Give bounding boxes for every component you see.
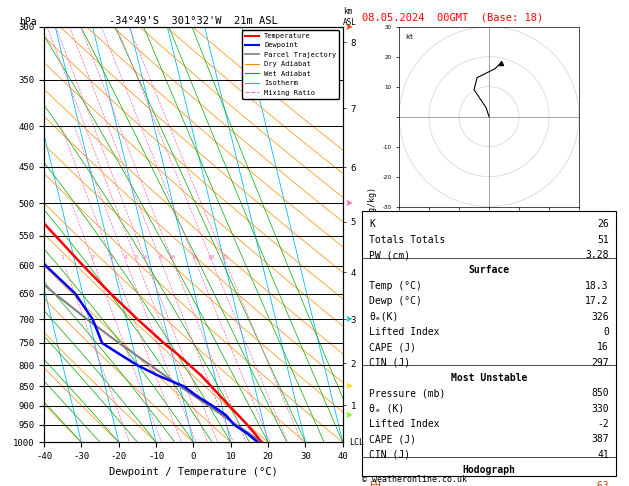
Text: Lifted Index: Lifted Index bbox=[369, 419, 440, 429]
Text: θₑ(K): θₑ(K) bbox=[369, 312, 399, 322]
Text: ➤: ➤ bbox=[345, 410, 353, 420]
Text: 2: 2 bbox=[91, 255, 94, 260]
Text: 326: 326 bbox=[591, 312, 609, 322]
Text: K: K bbox=[369, 219, 375, 229]
Text: hPa: hPa bbox=[19, 17, 36, 27]
Text: Totals Totals: Totals Totals bbox=[369, 235, 446, 245]
Text: -2: -2 bbox=[597, 419, 609, 429]
Legend: Temperature, Dewpoint, Parcel Trajectory, Dry Adiabat, Wet Adiabat, Isotherm, Mi: Temperature, Dewpoint, Parcel Trajectory… bbox=[242, 30, 339, 99]
Text: CIN (J): CIN (J) bbox=[369, 358, 411, 367]
Text: 387: 387 bbox=[591, 434, 609, 444]
Text: CAPE (J): CAPE (J) bbox=[369, 342, 416, 352]
Text: 0: 0 bbox=[603, 327, 609, 337]
Text: CAPE (J): CAPE (J) bbox=[369, 434, 416, 444]
FancyBboxPatch shape bbox=[362, 211, 616, 476]
Text: 297: 297 bbox=[591, 358, 609, 367]
Text: 41: 41 bbox=[597, 450, 609, 460]
Text: CIN (J): CIN (J) bbox=[369, 450, 411, 460]
Text: 8: 8 bbox=[159, 255, 162, 260]
Text: Hodograph: Hodograph bbox=[462, 465, 516, 475]
Text: Dewp (°C): Dewp (°C) bbox=[369, 296, 422, 306]
Text: θₑ (K): θₑ (K) bbox=[369, 404, 404, 414]
Text: 26: 26 bbox=[597, 219, 609, 229]
Text: 15: 15 bbox=[191, 255, 199, 260]
Text: 850: 850 bbox=[591, 388, 609, 399]
Text: 4: 4 bbox=[123, 255, 127, 260]
Text: © weatheronline.co.uk: © weatheronline.co.uk bbox=[362, 474, 467, 484]
Text: 51: 51 bbox=[597, 235, 609, 245]
Text: -63: -63 bbox=[591, 481, 609, 486]
Text: Surface: Surface bbox=[469, 265, 509, 276]
Text: 25: 25 bbox=[221, 255, 228, 260]
Text: ➤: ➤ bbox=[345, 22, 353, 32]
Text: Lifted Index: Lifted Index bbox=[369, 327, 440, 337]
Text: ➤: ➤ bbox=[345, 381, 353, 391]
Text: 1: 1 bbox=[60, 255, 64, 260]
Text: 3.28: 3.28 bbox=[585, 250, 609, 260]
Text: km
ASL: km ASL bbox=[343, 7, 357, 27]
Text: 08.05.2024  00GMT  (Base: 18): 08.05.2024 00GMT (Base: 18) bbox=[362, 12, 543, 22]
Text: Temp (°C): Temp (°C) bbox=[369, 281, 422, 291]
Text: PW (cm): PW (cm) bbox=[369, 250, 411, 260]
Text: 18.3: 18.3 bbox=[585, 281, 609, 291]
Text: 10: 10 bbox=[169, 255, 176, 260]
Text: LCL: LCL bbox=[348, 438, 364, 447]
Text: Pressure (mb): Pressure (mb) bbox=[369, 388, 446, 399]
Text: kt: kt bbox=[405, 34, 414, 40]
Text: EH: EH bbox=[369, 481, 381, 486]
X-axis label: Dewpoint / Temperature (°C): Dewpoint / Temperature (°C) bbox=[109, 467, 278, 477]
Text: 17.2: 17.2 bbox=[585, 296, 609, 306]
Text: Most Unstable: Most Unstable bbox=[451, 373, 527, 383]
Text: 16: 16 bbox=[597, 342, 609, 352]
Text: Mixing Ratio (g/kg): Mixing Ratio (g/kg) bbox=[368, 187, 377, 282]
Text: 330: 330 bbox=[591, 404, 609, 414]
Text: 6: 6 bbox=[143, 255, 147, 260]
Text: 3: 3 bbox=[109, 255, 113, 260]
Text: ➤: ➤ bbox=[345, 314, 353, 324]
Title: -34°49'S  301°32'W  21m ASL: -34°49'S 301°32'W 21m ASL bbox=[109, 16, 278, 26]
Text: 5: 5 bbox=[135, 255, 138, 260]
Text: 20: 20 bbox=[208, 255, 215, 260]
Text: ➤: ➤ bbox=[345, 198, 353, 208]
